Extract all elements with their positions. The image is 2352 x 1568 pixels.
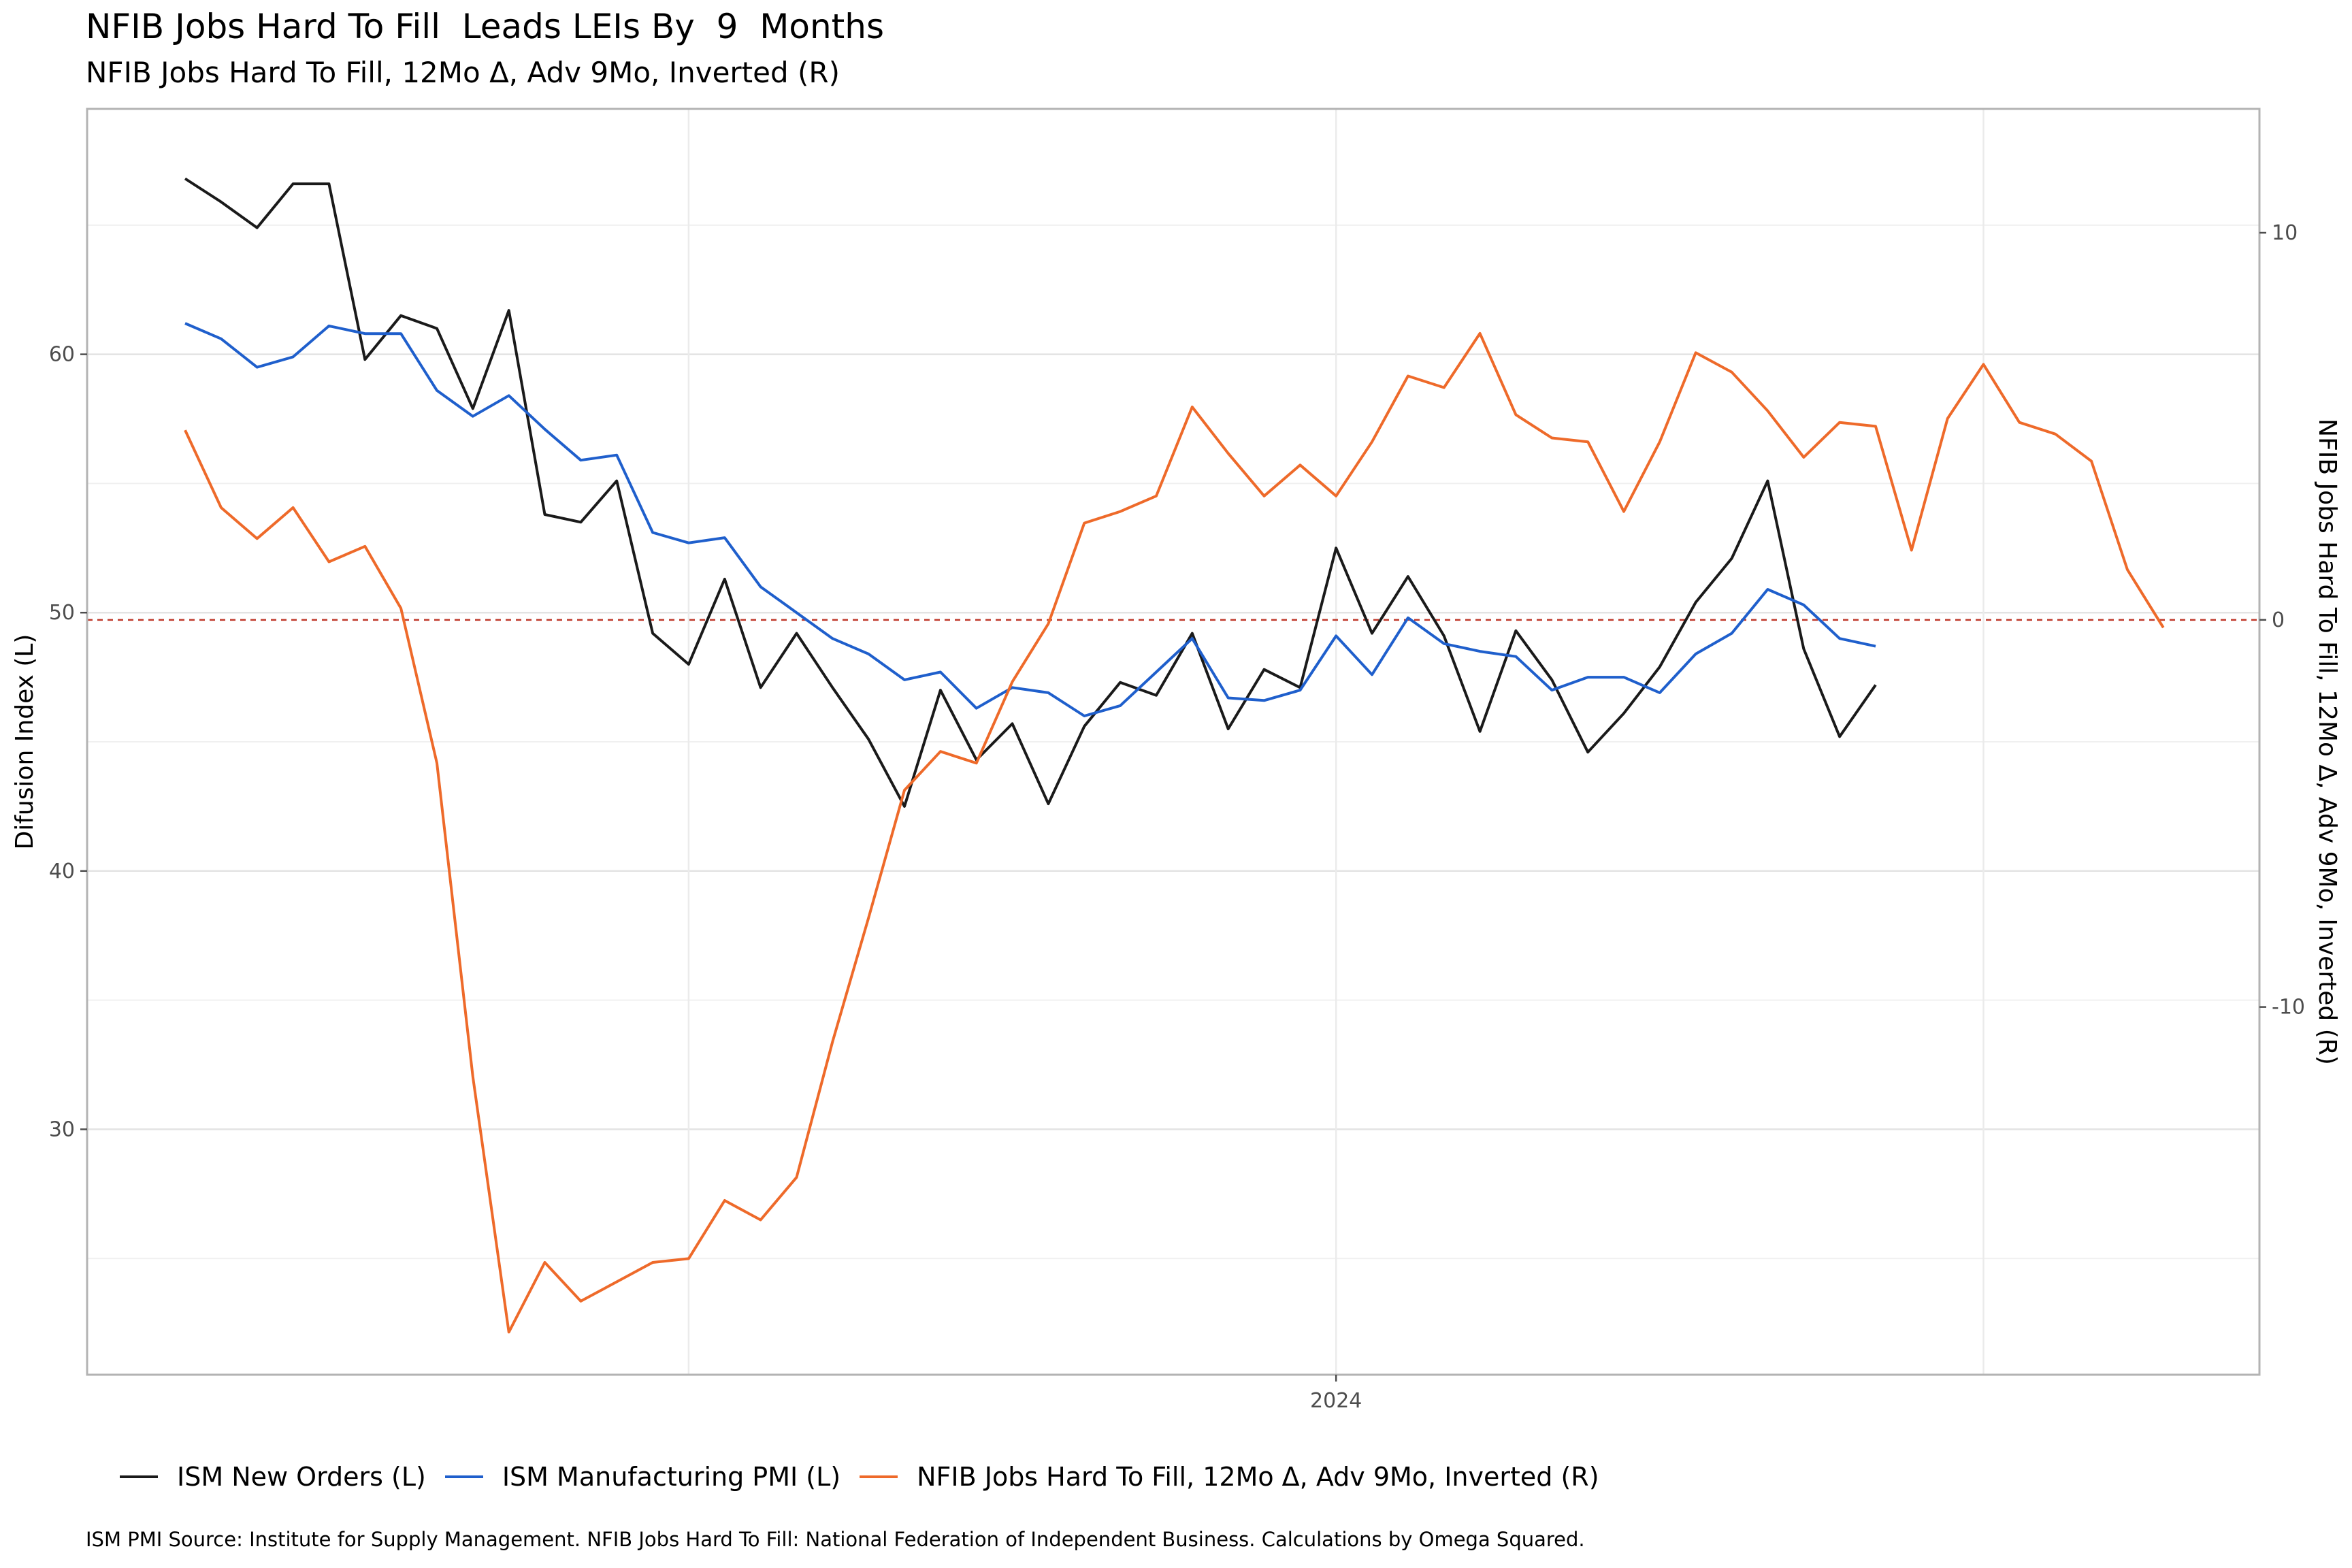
y-tick-label-right: 10	[2272, 221, 2298, 245]
y-tick-label-left: 60	[49, 343, 75, 367]
y-tick-label-left: 40	[49, 860, 75, 883]
legend-item-manufacturing-pmi: ISM Manufacturing PMI (L)	[444, 1462, 841, 1492]
y-axis-title-left: Difusion Index (L)	[11, 634, 39, 850]
tick-layer: 30 40 50 60 -10 0 10 2024	[49, 221, 2305, 1413]
legend-item-new-orders: ISM New Orders (L)	[120, 1462, 426, 1492]
plot-panel-border	[86, 108, 2261, 1376]
legend-label-manufacturing-pmi: ISM Manufacturing PMI (L)	[502, 1462, 841, 1492]
series-layer	[184, 177, 2165, 1334]
legend-key-new-orders	[120, 1475, 158, 1478]
x-tick-label: 2024	[1310, 1389, 1362, 1413]
series-line-ism-new-orders	[184, 177, 1877, 808]
chart-subtitle: NFIB Jobs Hard To Fill, 12Mo Δ, Adv 9Mo,…	[86, 56, 840, 89]
legend-key-manufacturing-pmi	[444, 1475, 483, 1478]
legend-key-nfib-jobs	[860, 1475, 898, 1478]
legend: ISM New Orders (L) ISM Manufacturing PMI…	[120, 1462, 1618, 1492]
y-axis-title-right: NFIB Jobs Hard To Fill, 12Mo Δ, Adv 9Mo,…	[2313, 419, 2341, 1065]
y-tick-label-right: 0	[2272, 608, 2285, 632]
chart-title: NFIB Jobs Hard To Fill Leads LEIs By 9 M…	[86, 7, 885, 46]
y-tick-label-left: 30	[49, 1117, 75, 1141]
series-line-nfib-jobs-hard-to-fill	[184, 331, 2165, 1334]
legend-label-new-orders: ISM New Orders (L)	[177, 1462, 426, 1492]
y-tick-label-right: -10	[2272, 996, 2305, 1019]
series-line-ism-manufacturing-pmi	[184, 322, 1876, 717]
source-caption: ISM PMI Source: Institute for Supply Man…	[86, 1528, 1585, 1551]
y-tick-label-left: 50	[49, 601, 75, 625]
legend-label-nfib-jobs: NFIB Jobs Hard To Fill, 12Mo Δ, Adv 9Mo,…	[917, 1462, 1599, 1492]
legend-item-nfib-jobs: NFIB Jobs Hard To Fill, 12Mo Δ, Adv 9Mo,…	[860, 1462, 1599, 1492]
grid-layer	[87, 109, 2259, 1375]
